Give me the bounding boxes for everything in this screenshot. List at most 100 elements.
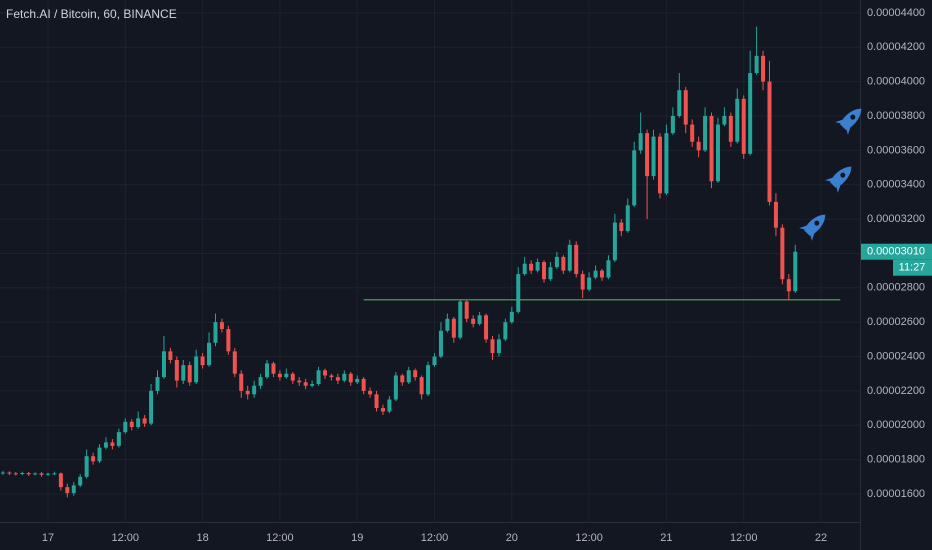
candle-body bbox=[194, 356, 199, 383]
candle-body bbox=[239, 373, 244, 391]
candle-body bbox=[174, 359, 179, 381]
x-tick-label: 12:00 bbox=[730, 532, 758, 544]
candle-body bbox=[13, 473, 18, 475]
candle-body bbox=[638, 133, 643, 151]
candle-body bbox=[271, 363, 276, 374]
candle-body bbox=[657, 136, 662, 194]
candle-body bbox=[65, 487, 70, 494]
candle-body bbox=[39, 473, 44, 475]
candle-body bbox=[432, 356, 437, 366]
candle-body bbox=[245, 390, 250, 395]
candle-body bbox=[786, 279, 791, 292]
chart-title: Fetch.AI / Bitcoin, 60, BINANCE bbox=[6, 7, 177, 21]
candle-body bbox=[509, 311, 514, 323]
x-tick-label: 21 bbox=[660, 532, 672, 544]
y-tick-label: 0.00003400 bbox=[867, 179, 925, 191]
candle-body bbox=[438, 330, 443, 357]
x-tick-label: 12:00 bbox=[112, 532, 140, 544]
rocket-icon bbox=[799, 214, 826, 241]
y-tick-label: 0.00001600 bbox=[867, 488, 925, 500]
candle-body bbox=[355, 378, 360, 383]
y-tick-label: 0.00002800 bbox=[867, 282, 925, 294]
candle-body bbox=[619, 222, 624, 232]
candle-body bbox=[496, 339, 501, 354]
candle-body bbox=[361, 378, 366, 391]
candle-body bbox=[149, 390, 154, 424]
candle-body bbox=[413, 370, 418, 378]
candle-body bbox=[161, 351, 166, 378]
candle-body bbox=[252, 385, 257, 395]
candle-body bbox=[213, 322, 218, 343]
candle-body bbox=[574, 244, 579, 275]
candle-body bbox=[78, 476, 83, 486]
candle-body bbox=[426, 365, 431, 395]
candle-body bbox=[793, 251, 798, 292]
candle-body bbox=[419, 377, 424, 395]
candle-body bbox=[741, 98, 746, 154]
candle-body bbox=[503, 322, 508, 340]
candle-body bbox=[451, 318, 456, 338]
candle-body bbox=[303, 382, 308, 386]
candle-body bbox=[110, 442, 115, 446]
candle-body bbox=[690, 124, 695, 142]
candle-body bbox=[342, 373, 347, 381]
candle-body bbox=[703, 115, 708, 151]
candle-body bbox=[155, 377, 160, 391]
candle-body bbox=[445, 318, 450, 331]
rocket-icon bbox=[835, 108, 862, 135]
candle-body bbox=[136, 418, 141, 427]
candle-body bbox=[374, 394, 379, 409]
candle-body bbox=[548, 267, 553, 280]
y-tick-label: 0.00003800 bbox=[867, 110, 925, 122]
candle-body bbox=[207, 342, 212, 366]
candle-body bbox=[677, 90, 682, 116]
candle-body bbox=[754, 55, 759, 74]
candle-body bbox=[580, 274, 585, 290]
candle-body bbox=[123, 421, 128, 433]
candle-body bbox=[258, 377, 263, 386]
candle-body bbox=[20, 473, 25, 475]
candle-body bbox=[593, 270, 598, 278]
candle-body bbox=[329, 375, 334, 378]
x-tick-label: 22 bbox=[815, 532, 827, 544]
candle-body bbox=[632, 150, 637, 206]
candle-body bbox=[71, 485, 76, 494]
candle-body bbox=[471, 318, 476, 324]
candle-body bbox=[535, 262, 540, 271]
rocket-icon bbox=[825, 166, 852, 193]
candle-body bbox=[219, 322, 224, 330]
candle-body bbox=[458, 301, 463, 338]
y-tick-label: 0.00001800 bbox=[867, 454, 925, 466]
candle-body bbox=[683, 90, 688, 125]
y-tick-label: 0.00002400 bbox=[867, 350, 925, 362]
candle-body bbox=[767, 81, 772, 202]
candle-body bbox=[625, 205, 630, 232]
countdown-label: 11:27 bbox=[899, 262, 926, 274]
candle-body bbox=[290, 373, 295, 381]
candle-body bbox=[277, 373, 282, 378]
y-tick-label: 0.00004000 bbox=[867, 76, 925, 88]
candle-body bbox=[97, 447, 102, 462]
candle-body bbox=[651, 136, 656, 177]
candle-body bbox=[116, 432, 121, 446]
candle-body bbox=[168, 351, 173, 360]
grid bbox=[0, 0, 860, 522]
candle-body bbox=[761, 55, 766, 82]
candle-body bbox=[748, 73, 753, 154]
candle-body bbox=[722, 115, 727, 125]
candle-body bbox=[490, 339, 495, 354]
candle-body bbox=[58, 473, 63, 488]
candle-body bbox=[735, 98, 740, 142]
candle-body bbox=[52, 473, 57, 475]
candle-body bbox=[400, 375, 405, 383]
candle-body bbox=[7, 472, 12, 474]
x-tick-label: 12:00 bbox=[421, 532, 449, 544]
candle-body bbox=[728, 115, 733, 142]
x-tick-label: 12:00 bbox=[266, 532, 294, 544]
candle-body bbox=[84, 456, 89, 477]
y-tick-label: 0.00002600 bbox=[867, 316, 925, 328]
y-tick-label: 0.00002200 bbox=[867, 385, 925, 397]
candle-body bbox=[387, 399, 392, 412]
